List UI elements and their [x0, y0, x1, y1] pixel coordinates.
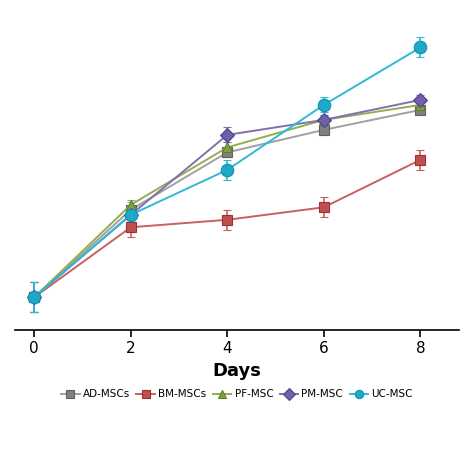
Legend: AD-MSCs, BM-MSCs, PF-MSC, PM-MSC, UC-MSC: AD-MSCs, BM-MSCs, PF-MSC, PM-MSC, UC-MSC [57, 385, 417, 403]
X-axis label: Days: Days [212, 362, 262, 380]
